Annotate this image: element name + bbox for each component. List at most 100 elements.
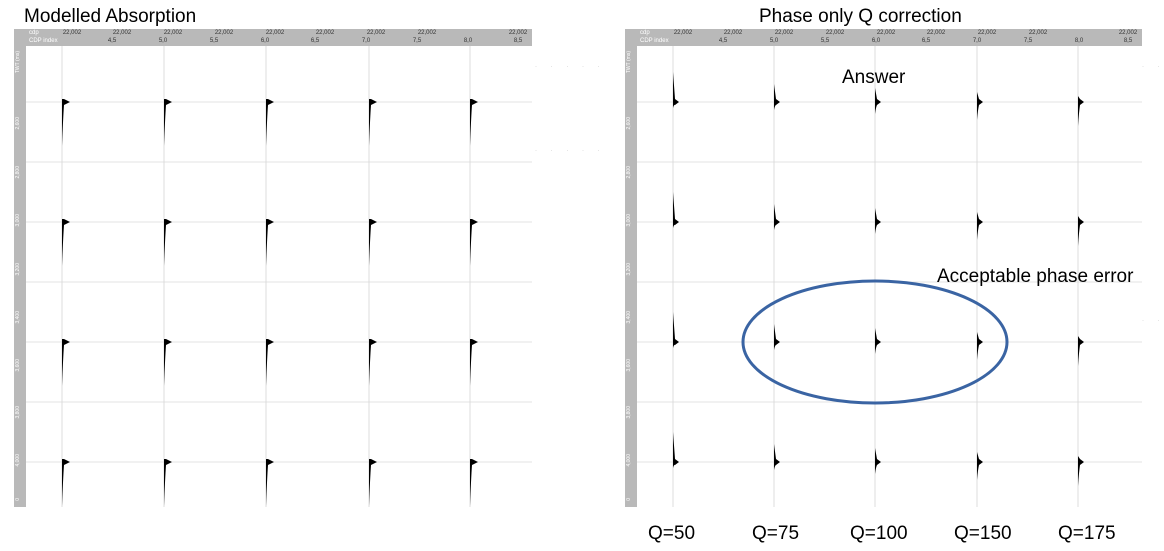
right-wavelet bbox=[977, 332, 983, 360]
right-header-cdp: 22,002 bbox=[774, 30, 794, 36]
left-wavelet bbox=[266, 219, 274, 266]
right-header-index: 4,5 bbox=[718, 38, 728, 44]
right-header-index: 5,5 bbox=[820, 38, 830, 44]
left-wavelet bbox=[62, 99, 70, 146]
right-wavelet bbox=[774, 204, 780, 230]
right-header-cdp: 22,002 bbox=[723, 30, 743, 36]
left-header-index: 5,0 bbox=[158, 38, 168, 44]
right-header-cdp: 22,002 bbox=[673, 30, 693, 36]
left-wavelet bbox=[164, 219, 172, 266]
left-wavelet bbox=[266, 99, 274, 146]
right-header-cdp: 22,002 bbox=[876, 30, 896, 36]
right-wavelet bbox=[774, 84, 780, 110]
answer-annotation: Answer bbox=[842, 67, 906, 88]
right-header-index: 8,5 bbox=[1123, 38, 1133, 44]
right-header-cdp: 22,002 bbox=[977, 30, 997, 36]
left-header-index-label: CDP index bbox=[29, 38, 58, 44]
left-wavelet bbox=[369, 459, 377, 506]
background-dots: · · · · · bbox=[535, 64, 606, 70]
left-wavelet bbox=[164, 99, 172, 146]
right-wavelet bbox=[1078, 96, 1084, 126]
right-wavelet bbox=[1078, 456, 1084, 486]
right-wavelet bbox=[875, 328, 881, 354]
right-header-cdp: 22,002 bbox=[1118, 30, 1138, 36]
right-wavelet bbox=[673, 432, 679, 468]
left-trace-header: cdp 22,002 22,002 22,002 22,002 22,002 2… bbox=[26, 29, 532, 46]
left-header-index: 8,5 bbox=[513, 38, 523, 44]
right-wavelet bbox=[875, 88, 881, 114]
right-wavelet bbox=[774, 444, 780, 470]
right-header-index: 6,0 bbox=[871, 38, 881, 44]
left-header-cdp: 22,002 bbox=[315, 30, 335, 36]
right-wavelet bbox=[673, 312, 679, 348]
left-time-axis: TWT (ms) 2,600 2,800 3,000 3,200 3,400 3… bbox=[14, 29, 26, 507]
background-dots: · · bbox=[1142, 318, 1164, 324]
left-header-cdp: 22,002 bbox=[163, 30, 183, 36]
left-wavelet bbox=[470, 339, 478, 386]
right-wavelet bbox=[774, 324, 780, 350]
left-header-cdp: 22,002 bbox=[62, 30, 82, 36]
right-traces bbox=[637, 46, 1142, 507]
right-header-index: 5,0 bbox=[769, 38, 779, 44]
left-header-index: 5,5 bbox=[209, 38, 219, 44]
left-header-cdp: 22,002 bbox=[112, 30, 132, 36]
left-wavelet bbox=[164, 339, 172, 386]
q-label: Q=150 bbox=[954, 523, 1012, 544]
left-header-index: 8,0 bbox=[463, 38, 473, 44]
right-header-index: 8,0 bbox=[1074, 38, 1084, 44]
right-wavelet bbox=[977, 212, 983, 240]
right-panel-title: Phase only Q correction bbox=[759, 6, 962, 27]
left-wavelet bbox=[164, 459, 172, 506]
left-header-cdp: 22,002 bbox=[265, 30, 285, 36]
left-wavelet bbox=[369, 219, 377, 266]
q-label: Q=100 bbox=[850, 523, 908, 544]
left-header-index: 7,5 bbox=[412, 38, 422, 44]
right-wavelet bbox=[1078, 336, 1084, 366]
left-header-index: 7,0 bbox=[361, 38, 371, 44]
left-wavelet bbox=[470, 459, 478, 506]
right-wavelet bbox=[1078, 216, 1084, 246]
right-header-index-label: CDP index bbox=[640, 38, 669, 44]
right-wavelet bbox=[673, 192, 679, 228]
q-label: Q=75 bbox=[752, 523, 800, 544]
right-header-index: 7,5 bbox=[1023, 38, 1033, 44]
right-seismic-panel: TWT (ms) 2,600 2,800 3,000 3,200 3,400 3… bbox=[625, 29, 1142, 507]
left-wavelet bbox=[266, 459, 274, 506]
background-dots: · · bbox=[1142, 64, 1164, 70]
left-header-cdp: 22,002 bbox=[508, 30, 528, 36]
right-header-cdp: 22,002 bbox=[926, 30, 946, 36]
left-wavelet bbox=[470, 99, 478, 146]
left-panel-title: Modelled Absorption bbox=[24, 6, 197, 27]
q-label: Q=50 bbox=[648, 523, 696, 544]
right-header-cdp-label: cdp bbox=[640, 30, 650, 36]
left-wavelet bbox=[470, 219, 478, 266]
left-header-index: 4,5 bbox=[107, 38, 117, 44]
right-wavelet bbox=[875, 448, 881, 474]
left-header-index: 6,0 bbox=[260, 38, 270, 44]
right-wavelet bbox=[977, 452, 983, 480]
right-time-axis: TWT (ms) 2,600 2,800 3,000 3,200 3,400 3… bbox=[625, 29, 637, 507]
right-wavelet bbox=[673, 72, 679, 108]
acceptable-error-ellipse bbox=[741, 279, 1009, 405]
right-trace-header: cdp 22,002 22,002 22,002 22,002 22,002 2… bbox=[637, 29, 1142, 46]
left-header-cdp: 22,002 bbox=[417, 30, 437, 36]
right-wavelet bbox=[875, 208, 881, 234]
left-wavelet bbox=[266, 339, 274, 386]
left-wavelet bbox=[62, 459, 70, 506]
background-dots: · · · · · bbox=[535, 148, 606, 154]
left-wavelet bbox=[369, 99, 377, 146]
left-wavelet bbox=[62, 219, 70, 266]
left-traces bbox=[26, 46, 532, 507]
right-header-cdp: 22,002 bbox=[825, 30, 845, 36]
left-header-cdp: 22,002 bbox=[366, 30, 386, 36]
q-label: Q=175 bbox=[1058, 523, 1116, 544]
right-header-index: 7,0 bbox=[972, 38, 982, 44]
left-header-index: 6,5 bbox=[310, 38, 320, 44]
right-header-index: 6,5 bbox=[921, 38, 931, 44]
acceptable-phase-error-annotation: Acceptable phase error bbox=[937, 266, 1134, 287]
left-seismic-panel: TWT (ms) 2,600 2,800 3,000 3,200 3,400 3… bbox=[14, 29, 532, 507]
right-header-cdp: 22,002 bbox=[1028, 30, 1048, 36]
left-header-cdp: 22,002 bbox=[214, 30, 234, 36]
left-wavelet bbox=[369, 339, 377, 386]
left-wavelet bbox=[62, 339, 70, 386]
